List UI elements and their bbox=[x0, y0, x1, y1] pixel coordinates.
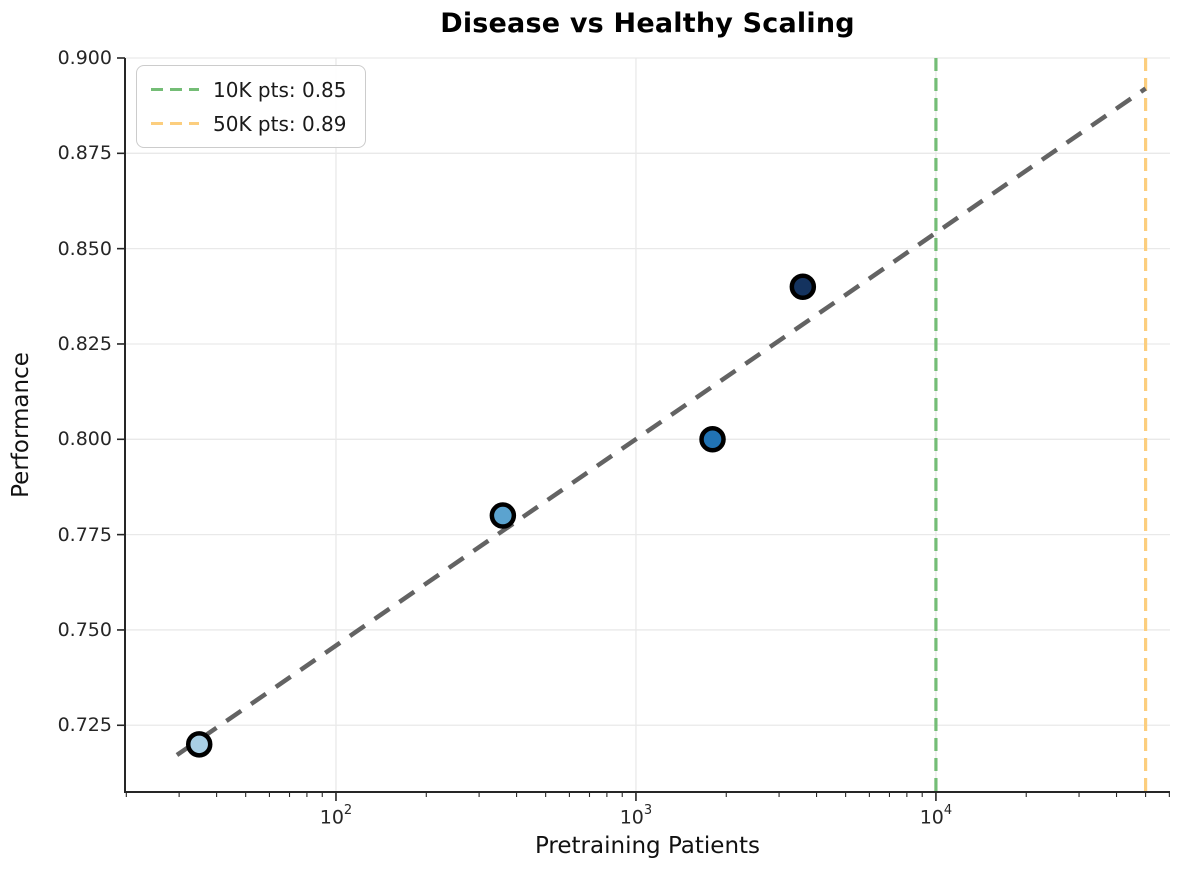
trend-line bbox=[175, 86, 1147, 757]
y-tick-label: 0.725 bbox=[57, 714, 112, 737]
y-tick-label: 0.850 bbox=[57, 237, 112, 260]
y-tick-label: 0.875 bbox=[57, 142, 112, 165]
scatter-point bbox=[185, 731, 213, 758]
y-tick-label: 0.825 bbox=[57, 332, 112, 355]
scatter-point bbox=[789, 273, 817, 301]
x-tick-label: 104 bbox=[919, 803, 953, 829]
x-tick-label: 102 bbox=[319, 803, 353, 829]
scatter-point bbox=[489, 502, 517, 529]
y-tick-label: 0.800 bbox=[57, 428, 112, 451]
y-tick-label: 0.900 bbox=[57, 47, 112, 69]
legend-entry-50k: 50K pts: 0.89 bbox=[151, 109, 347, 138]
scatter-point bbox=[699, 426, 726, 453]
orange-dashed-line-swatch bbox=[151, 121, 199, 126]
legend-label-50k: 50K pts: 0.89 bbox=[213, 111, 347, 136]
x-tick-label: 103 bbox=[619, 803, 653, 829]
y-tick-label: 0.750 bbox=[57, 618, 112, 641]
green-dashed-line-swatch bbox=[151, 87, 199, 92]
legend-label-10k: 10K pts: 0.85 bbox=[213, 77, 347, 102]
y-tick-label: 0.775 bbox=[57, 523, 112, 546]
legend-entry-10k: 10K pts: 0.85 bbox=[151, 75, 347, 104]
chart-title: Disease vs Healthy Scaling bbox=[440, 8, 855, 39]
y-axis-label: Performance bbox=[8, 352, 34, 498]
x-axis-label: Pretraining Patients bbox=[534, 833, 761, 859]
legend: 10K pts: 0.85 50K pts: 0.89 bbox=[136, 65, 366, 148]
